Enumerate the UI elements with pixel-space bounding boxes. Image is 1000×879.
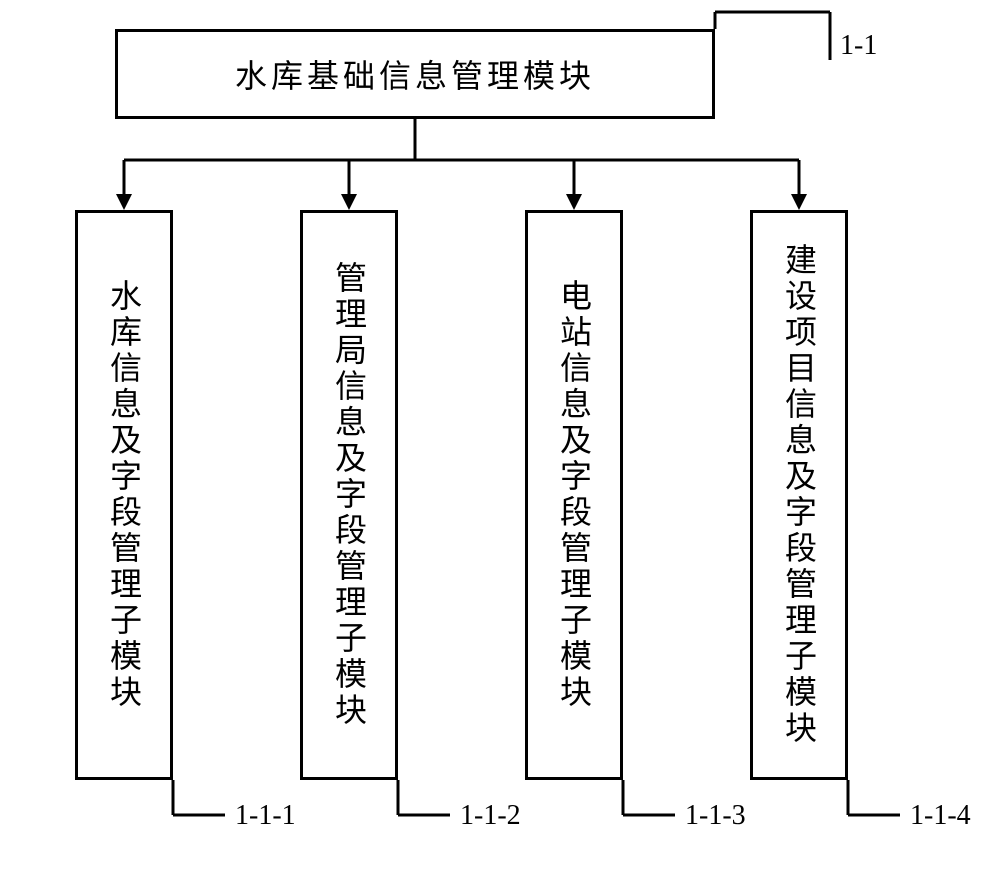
child-3-label: 1-1-3	[685, 800, 746, 832]
child-2-label: 1-1-2	[460, 800, 521, 832]
connector-svg	[0, 0, 1000, 879]
child-4-label: 1-1-4	[910, 800, 971, 832]
root-label: 1-1	[840, 30, 877, 62]
child-1-label: 1-1-1	[235, 800, 296, 832]
